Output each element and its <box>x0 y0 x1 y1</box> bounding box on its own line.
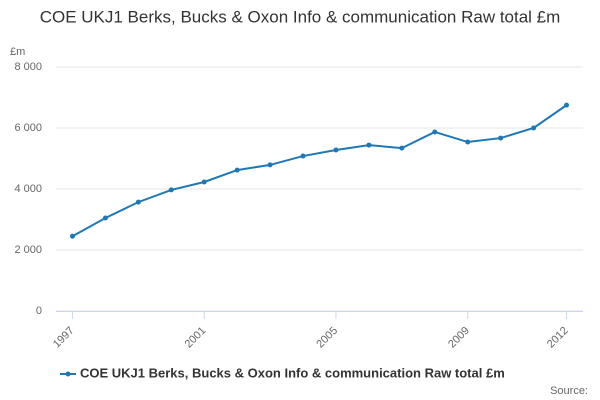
x-tick-label: 1997 <box>51 325 77 351</box>
x-tick-label: 2005 <box>314 325 340 351</box>
x-tick-label: 2012 <box>545 325 571 351</box>
point <box>201 179 207 185</box>
point <box>399 145 405 151</box>
y-tick-label: 0 <box>36 305 42 317</box>
line <box>71 104 568 238</box>
chart-title: COE UKJ1 Berks, Bucks & Oxon Info & comm… <box>40 7 561 26</box>
y-tick-label: 4 000 <box>14 183 42 195</box>
point <box>465 139 471 145</box>
y-axis-label: £m <box>10 46 25 58</box>
point <box>234 167 240 173</box>
point <box>366 142 372 148</box>
legend-marker <box>65 371 71 377</box>
point <box>498 135 504 141</box>
y-tick-label: 8 000 <box>14 61 42 73</box>
source: Source: <box>550 385 588 397</box>
x-tick-label: 2001 <box>183 325 209 351</box>
point <box>102 215 108 221</box>
point <box>69 233 75 239</box>
x-tick-label: 2009 <box>446 325 472 351</box>
y-tick-label: 6 000 <box>14 122 42 134</box>
point <box>267 162 273 168</box>
point <box>531 125 537 131</box>
point <box>564 102 570 108</box>
point <box>135 199 141 205</box>
legend-label: COE UKJ1 Berks, Bucks & Oxon Info & comm… <box>80 365 505 380</box>
point <box>333 147 339 153</box>
point <box>168 187 174 193</box>
point <box>432 129 438 135</box>
point <box>300 153 306 159</box>
y-tick-label: 2 000 <box>14 244 42 256</box>
